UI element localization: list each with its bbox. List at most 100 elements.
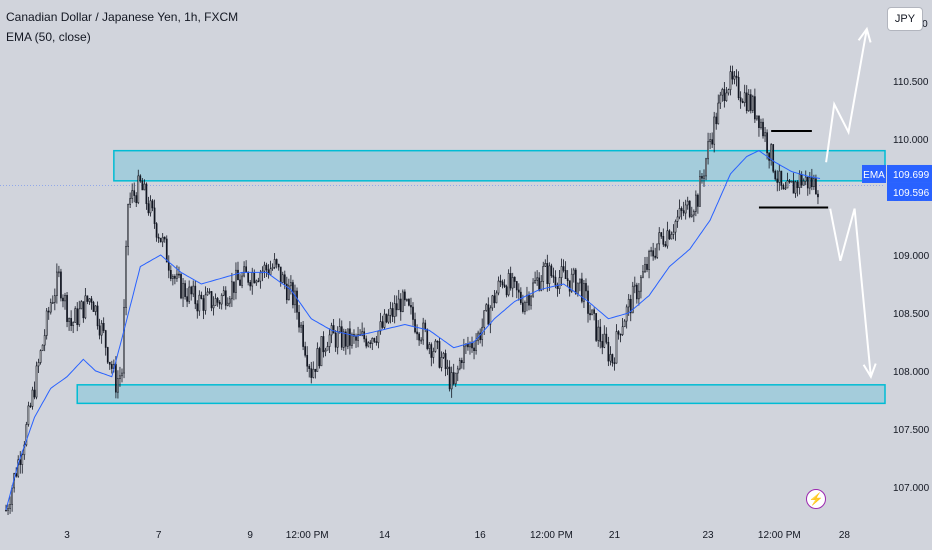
- candle-body: [21, 454, 24, 465]
- candle-body: [39, 350, 42, 363]
- candle-body: [176, 273, 178, 279]
- candle-body: [656, 243, 659, 258]
- candle-body: [532, 282, 534, 297]
- candle-body: [719, 94, 722, 104]
- candle-body: [548, 265, 551, 284]
- candle-body: [147, 203, 150, 214]
- candle-body: [155, 223, 158, 238]
- candle-body: [355, 336, 357, 341]
- candle-body: [5, 509, 7, 512]
- candle-body: [363, 331, 366, 340]
- candle-body: [778, 170, 781, 183]
- candle-body: [159, 237, 162, 243]
- candle-body: [379, 321, 382, 332]
- candle-body: [397, 298, 400, 311]
- candle-body: [180, 274, 182, 299]
- candle-body: [9, 504, 11, 509]
- candle-body: [414, 319, 416, 333]
- candle-body: [212, 304, 215, 309]
- symbol-title[interactable]: Canadian Dollar / Japanese Yen, 1h, FXCM: [6, 10, 239, 24]
- candle-body: [664, 244, 667, 247]
- candle-body: [668, 230, 671, 240]
- candle-body: [434, 340, 437, 352]
- candle-body: [300, 324, 302, 328]
- candle-body: [798, 174, 801, 189]
- candle-body: [780, 170, 783, 186]
- candle-body: [768, 152, 770, 161]
- candle-body: [615, 331, 618, 364]
- candle-body: [599, 326, 602, 342]
- candle-body: [458, 360, 461, 370]
- y-tick-label: 108.500: [893, 309, 930, 320]
- candle-body: [342, 331, 345, 348]
- candle-body: [536, 277, 538, 281]
- candle-body: [279, 266, 282, 283]
- candle-body: [290, 282, 292, 287]
- x-tick-label: 14: [379, 530, 391, 541]
- candle-body: [452, 372, 455, 385]
- candle-body: [583, 283, 585, 302]
- candle-body: [406, 299, 408, 301]
- lightning-bolt-icon[interactable]: ⚡: [806, 489, 826, 509]
- candle-body: [198, 294, 201, 312]
- candle-body: [275, 259, 278, 265]
- candle-body: [623, 320, 626, 328]
- x-tick-label: 28: [839, 530, 851, 541]
- candle-body: [102, 322, 105, 331]
- candle-body: [224, 290, 227, 306]
- candle-body: [735, 75, 738, 78]
- candle-body: [265, 264, 268, 271]
- candle-body: [591, 309, 593, 316]
- candle-body: [574, 269, 577, 294]
- candle-body: [792, 180, 795, 194]
- candle-body: [127, 204, 129, 247]
- x-tick-label: 23: [703, 530, 715, 541]
- candle-body: [247, 272, 250, 283]
- candle-body: [82, 301, 85, 319]
- candle-body: [613, 362, 616, 365]
- candle-body: [605, 333, 608, 343]
- candle-body: [96, 305, 99, 327]
- candle-body: [416, 331, 418, 335]
- candle-body: [495, 292, 498, 304]
- candle-body: [253, 272, 256, 284]
- candle-body: [167, 261, 170, 271]
- candle-body: [707, 141, 709, 160]
- candle-body: [151, 200, 154, 209]
- candle-body: [570, 273, 573, 292]
- currency-button[interactable]: JPY: [887, 7, 923, 31]
- candle-body: [100, 322, 103, 336]
- indicator-label[interactable]: EMA (50, close): [6, 30, 91, 44]
- candle-body: [644, 263, 646, 273]
- candle-body: [776, 178, 779, 183]
- candle-body: [332, 325, 335, 334]
- candle-body: [528, 294, 530, 306]
- bullish-projection-arrow-head: [857, 26, 872, 43]
- candle-body: [123, 307, 125, 374]
- candle-body: [31, 389, 34, 407]
- candle-body: [381, 321, 384, 328]
- candle-body: [377, 330, 380, 343]
- last-price-tag-box: [887, 182, 932, 201]
- candle-body: [294, 290, 296, 306]
- candle-body: [705, 158, 707, 177]
- candle-body: [141, 180, 144, 191]
- candle-body: [249, 282, 252, 287]
- candle-body: [579, 278, 581, 284]
- candle-body: [68, 318, 70, 322]
- candle-body: [654, 255, 657, 258]
- candle-body: [133, 190, 136, 196]
- candle-body: [385, 313, 388, 323]
- candle-body: [314, 368, 317, 372]
- y-tick-label: 107.500: [893, 425, 930, 436]
- candle-body: [194, 285, 197, 305]
- candle-body: [638, 290, 640, 300]
- candle-body: [475, 340, 477, 352]
- candle-body: [204, 294, 207, 311]
- candle-body: [513, 277, 516, 282]
- candle-body: [308, 365, 311, 369]
- candle-body: [652, 250, 654, 257]
- candle-body: [697, 194, 699, 207]
- candle-body: [485, 304, 488, 311]
